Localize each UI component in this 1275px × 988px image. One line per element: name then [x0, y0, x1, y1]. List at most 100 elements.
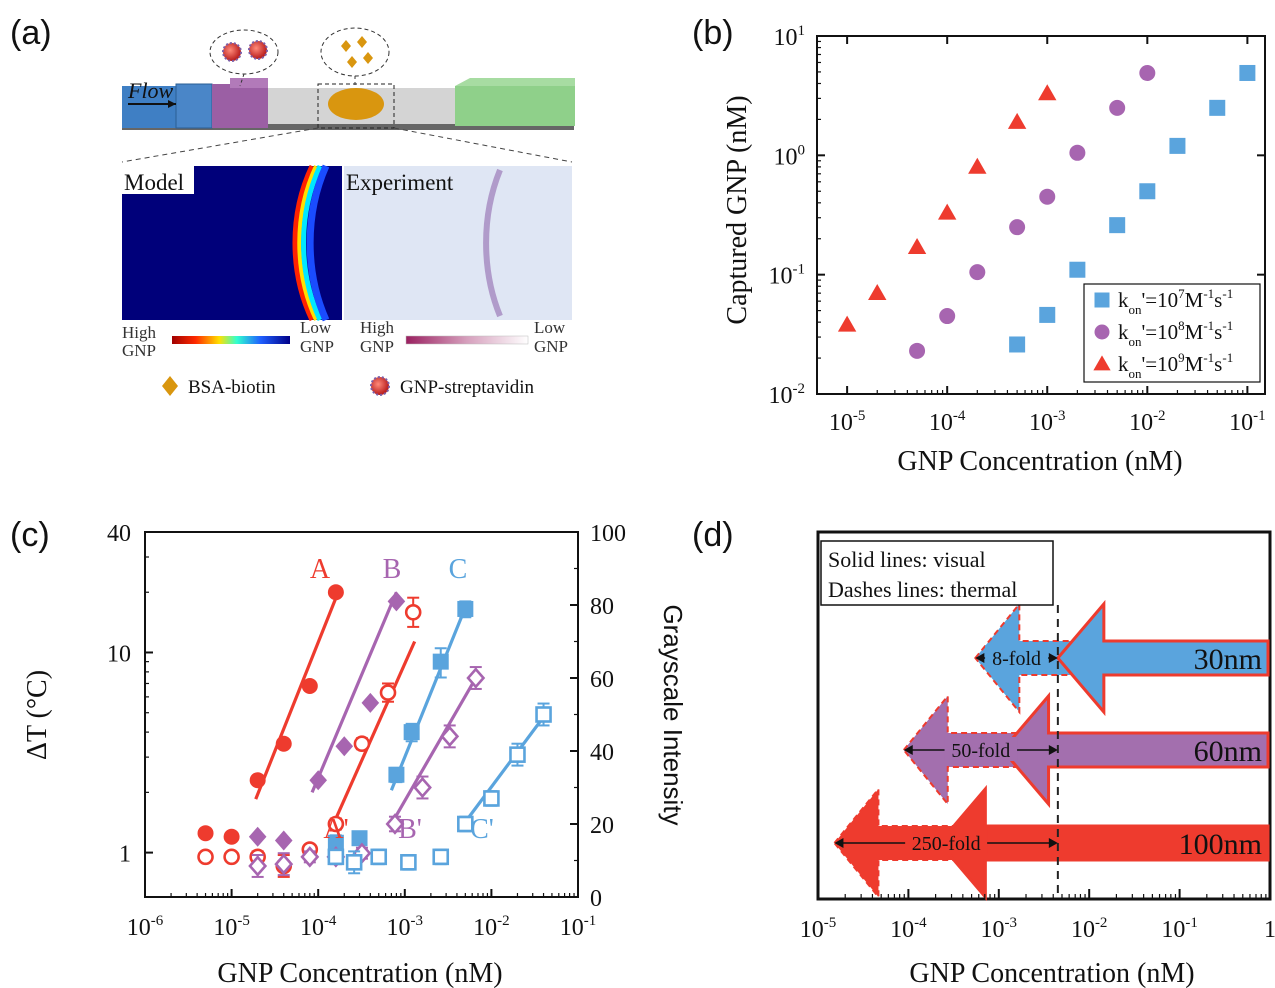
y-tick-label: 40: [107, 521, 131, 547]
square-point: [1109, 217, 1126, 234]
test-zone-box: [317, 83, 395, 129]
y-tick-label: 100: [774, 142, 806, 170]
circle-point: [404, 603, 422, 621]
conjugate-pad: [212, 84, 268, 128]
fold-label-bg: [944, 737, 1018, 761]
series-label-C: C: [449, 554, 468, 585]
circle-point: [909, 342, 926, 359]
model-label: Model: [124, 170, 184, 195]
bsa-biotin-icon: [162, 376, 178, 396]
panel-d-legend-box: [820, 540, 1054, 606]
panel-d-xlabel: GNP Concentration (nM): [909, 958, 1194, 988]
circle-point: [301, 678, 318, 695]
circle-point: [379, 684, 397, 701]
square-point: [483, 790, 500, 807]
series-label-C': C': [470, 814, 494, 845]
diamond-point: [387, 591, 406, 612]
model-label-bg: [122, 166, 194, 194]
triangle-point: [907, 237, 927, 254]
panel-c-ylabel: ΔT (°C): [22, 670, 53, 760]
microfluidic-device: Flow: [121, 27, 575, 163]
fit-line-A: [254, 591, 340, 800]
fold-arrowhead-left: [903, 745, 913, 755]
fold-arrowhead-left: [834, 838, 844, 848]
test-spot: [328, 88, 384, 120]
x-tick-label: 10-1: [1161, 915, 1198, 943]
panel-c: (c) 10-6 10-5 10-4 10-3 10-2 10-1 1 10 40 0 20 40 60…: [10, 516, 688, 988]
diamond-point: [309, 770, 327, 791]
circle-point: [1039, 188, 1056, 205]
circle-point: [249, 772, 266, 789]
x-tick-label: 10-3: [1029, 408, 1066, 436]
size-label-30nm: 30nm: [1194, 643, 1262, 676]
panel-a-legend: BSA-biotin GNP-streptavidin: [162, 376, 535, 398]
square-point: [1009, 336, 1026, 353]
circle-point: [1069, 144, 1086, 161]
x-tick-label: 10-5: [829, 408, 866, 436]
panel-b-legend: kon'=107M-1s-1kon'=108M-1s-1kon'=109M-1s…: [1083, 283, 1261, 383]
triangle-point: [968, 157, 987, 174]
panel-c-label: (c): [10, 516, 50, 554]
y-tick-label: 1: [119, 842, 131, 868]
panel-b-legend-items: kon'=107M-1s-1kon'=108M-1s-1kon'=109M-1s…: [1093, 286, 1233, 381]
y-tick-label: 10: [107, 641, 131, 667]
fit-line-C': [462, 713, 547, 825]
circle-point: [1109, 99, 1126, 116]
panel-d-label: (d): [692, 516, 734, 554]
y-tick-label: 10-2: [769, 381, 806, 409]
inlet-pad: [122, 86, 184, 128]
legend-marker-triangle: [1093, 355, 1111, 371]
square-point: [1069, 261, 1086, 278]
square-point: [509, 746, 526, 763]
fit-line-B: [310, 591, 398, 793]
panel-b-ylabel: Captured GNP (nM): [722, 95, 753, 324]
flow-label: Flow: [127, 78, 174, 103]
model-scale-low-1: Low: [300, 318, 332, 337]
x-tick-label: 10-1: [560, 913, 597, 941]
circle-point: [1139, 64, 1156, 81]
panel-d-ticks: 10-5 10-4 10-3 10-2 10-1 1: [800, 889, 1275, 943]
panel-b-label: (b): [692, 14, 734, 52]
exp-scale-low-2: GNP: [534, 337, 568, 356]
exp-scale-low-1: Low: [534, 318, 566, 337]
panel-b: (b) 10-5 10-4 10-3 10-2 10-1 10-2 10-1 100 101 G…: [692, 14, 1266, 477]
square-point: [400, 854, 417, 871]
diamond-point: [274, 830, 293, 851]
x-tick-label: 1: [1264, 917, 1275, 943]
model-scale-high-1: High: [122, 323, 157, 342]
square-point: [432, 848, 450, 866]
bsa-diamonds: [341, 36, 373, 68]
panel-c-fit-lines: [254, 591, 547, 825]
model-image: Model: [122, 164, 342, 322]
gnp-bubble: [209, 29, 279, 75]
x-tick-label: 10-3: [981, 915, 1018, 943]
y-tick-label: 10-1: [769, 262, 806, 290]
panel-c-series-labels: A B C A' B' C': [310, 554, 494, 845]
diamond-point: [385, 813, 405, 835]
square-point: [432, 653, 449, 670]
circle-point: [939, 308, 956, 325]
x-tick-label: 10-1: [1229, 408, 1266, 436]
gnp-bubble-pointer: [239, 73, 245, 87]
gnp-particle-icon: [248, 40, 268, 60]
square-point: [535, 706, 552, 723]
square-point: [403, 724, 420, 741]
size-label-100nm: 100nm: [1179, 828, 1262, 861]
experiment-image: Experiment: [344, 166, 572, 320]
circle-point: [327, 584, 344, 601]
fit-line-C: [389, 603, 469, 791]
triangle-point: [837, 315, 857, 332]
x-tick-label: 10-6: [127, 913, 164, 941]
triangle-point: [868, 283, 887, 300]
inlet-step: [175, 83, 213, 129]
series-label-B: B: [383, 554, 402, 585]
x-tick-label: 10-2: [1071, 915, 1108, 943]
panel-d: (d) 30nm 8-fold 60nm 50-fold 100nm 250-fold 1…: [692, 516, 1275, 988]
fold-label-100nm: 250-fold: [912, 833, 981, 855]
triangle-point: [1007, 112, 1027, 129]
triangle-point: [1038, 84, 1057, 101]
circle-point: [223, 848, 240, 866]
fold-label-60nm: 50-fold: [951, 740, 1010, 762]
circle-point: [353, 735, 371, 753]
